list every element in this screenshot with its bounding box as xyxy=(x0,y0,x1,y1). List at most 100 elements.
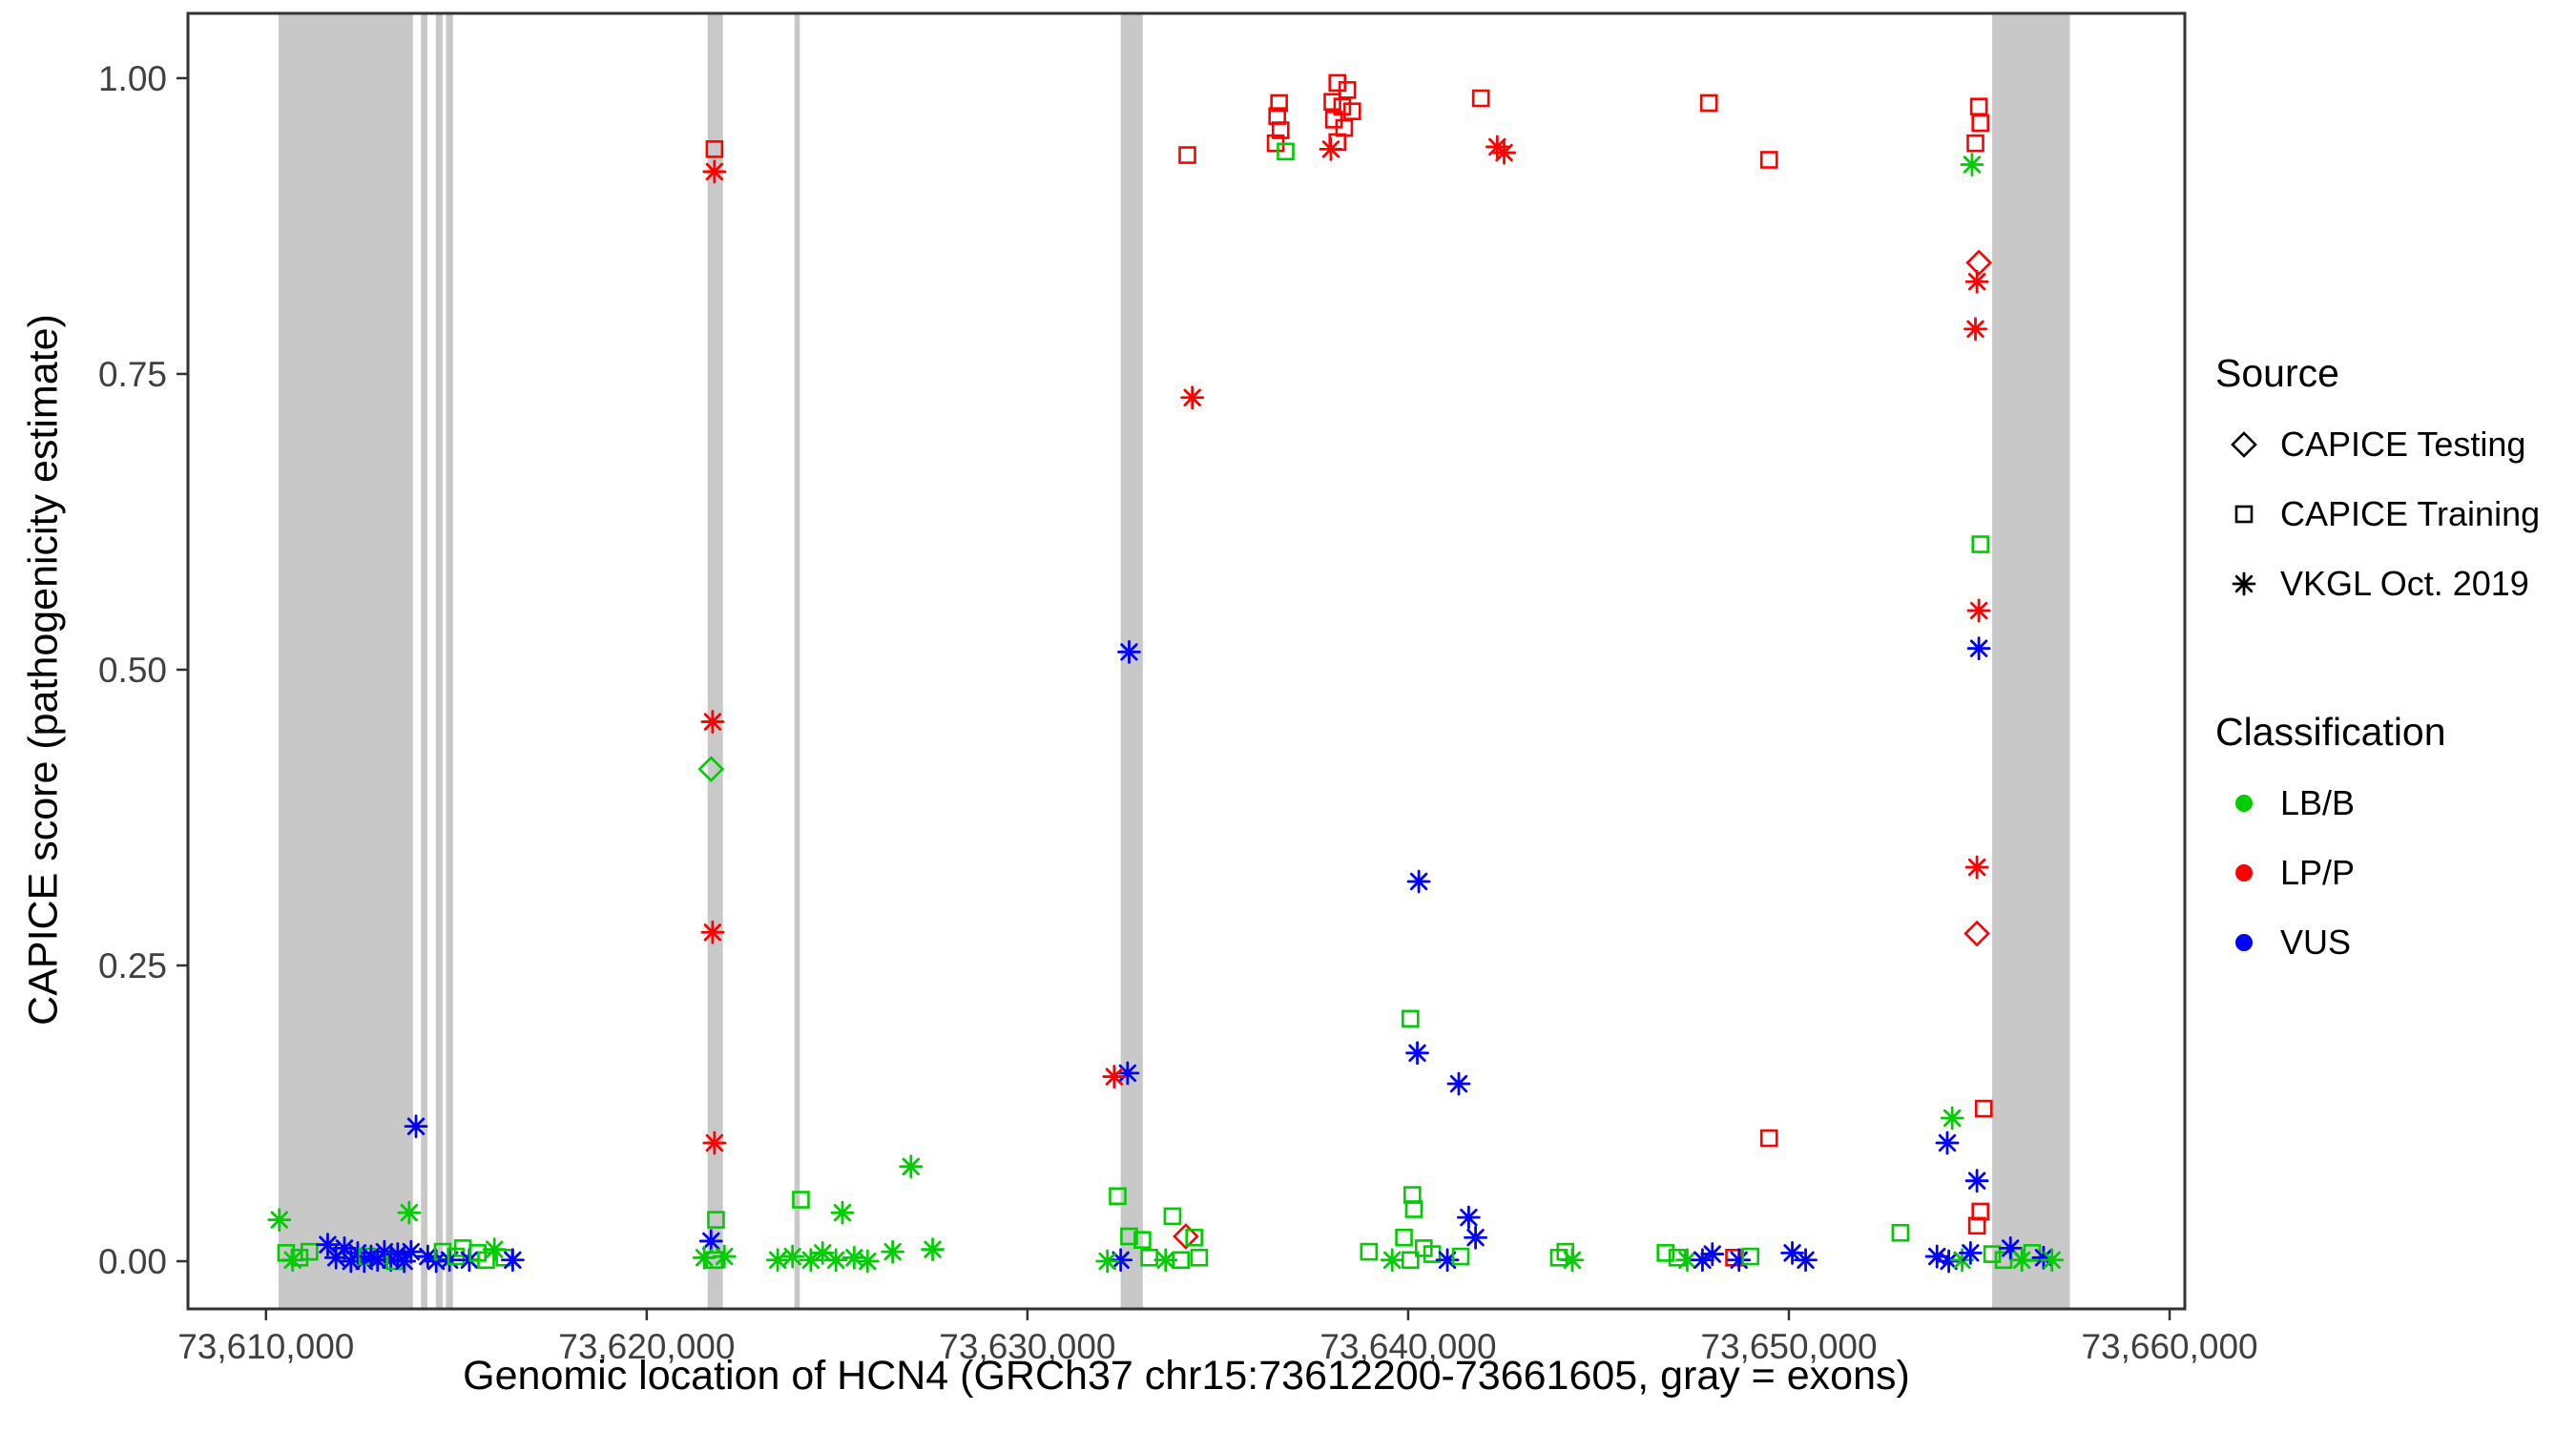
legend-item-lp-p: LP/P xyxy=(2210,838,2572,907)
data-point xyxy=(392,1249,417,1274)
data-point xyxy=(780,1244,805,1269)
data-point xyxy=(1102,1065,1127,1089)
data-point xyxy=(1270,93,1288,113)
data-point xyxy=(1966,134,1984,153)
y-tick-label: 0.50 xyxy=(98,651,167,690)
legend-item-label: LB/B xyxy=(2280,782,2356,822)
data-point xyxy=(424,1249,448,1274)
data-point xyxy=(1405,1041,1429,1066)
data-point xyxy=(1560,1248,1585,1273)
diamond-icon xyxy=(2231,430,2257,458)
data-point xyxy=(1969,97,1988,116)
y-tick-label: 1.00 xyxy=(98,59,167,98)
data-point xyxy=(705,140,724,158)
data-point xyxy=(267,1208,292,1233)
data-point xyxy=(2031,1245,2056,1270)
data-point xyxy=(810,1240,835,1265)
data-point xyxy=(1691,1248,1714,1273)
y-tick-label: 0.25 xyxy=(98,946,167,985)
data-point xyxy=(1456,1205,1481,1230)
data-point xyxy=(1891,1223,1910,1242)
data-point xyxy=(1338,81,1357,99)
data-point xyxy=(1727,1248,1752,1273)
data-point xyxy=(1277,142,1295,161)
data-point xyxy=(702,1130,727,1155)
data-point xyxy=(1699,93,1718,113)
data-point xyxy=(1172,1251,1191,1270)
exon-region xyxy=(794,13,800,1309)
data-point xyxy=(399,1239,424,1264)
x-tick-label: 73,640,000 xyxy=(1319,1327,1496,1366)
data-point xyxy=(1185,1228,1203,1247)
data-point xyxy=(899,1154,924,1179)
data-point xyxy=(698,1229,723,1254)
data-point xyxy=(1960,153,1984,176)
data-point xyxy=(921,1237,945,1262)
data-point xyxy=(1958,1240,1983,1265)
data-point xyxy=(1492,140,1516,165)
data-point xyxy=(1178,146,1196,164)
legend-item-vkgl-oct-2019: VKGL Oct. 2019 xyxy=(2210,549,2572,618)
data-point xyxy=(1964,855,1989,880)
data-point xyxy=(765,1248,790,1273)
data-point xyxy=(352,1249,377,1274)
y-tick-label: 0.00 xyxy=(98,1242,167,1281)
exon-region xyxy=(707,13,723,1309)
data-point xyxy=(1153,1248,1178,1273)
data-point xyxy=(1794,1248,1818,1273)
data-point xyxy=(1319,136,1343,161)
data-point xyxy=(1964,269,1989,294)
legend-item-label: CAPICE Testing xyxy=(2280,424,2526,464)
data-point xyxy=(415,1244,440,1269)
data-point xyxy=(830,1200,855,1225)
y-axis-title: CAPICE score (pathogenicity estimate) xyxy=(20,314,67,1026)
data-point xyxy=(1964,1169,1989,1193)
data-point xyxy=(881,1239,905,1264)
legend-item-label: VKGL Oct. 2019 xyxy=(2280,563,2529,603)
data-point xyxy=(290,1249,309,1267)
exon-region xyxy=(446,13,453,1309)
legend-item-label: VUS xyxy=(2280,922,2352,962)
x-tick-label: 73,630,000 xyxy=(939,1327,1115,1366)
data-point xyxy=(823,1248,848,1273)
data-point xyxy=(1180,385,1205,410)
data-point xyxy=(1975,1099,1993,1118)
data-point xyxy=(1163,1207,1182,1226)
data-point xyxy=(1115,1061,1140,1086)
data-point xyxy=(1656,1244,1675,1262)
legend-item-vus: VUS xyxy=(2210,907,2572,977)
data-point xyxy=(1471,89,1490,108)
data-point xyxy=(692,1245,717,1270)
data-point xyxy=(1133,1231,1152,1250)
data-point xyxy=(712,1244,737,1269)
data-point xyxy=(482,1237,507,1262)
data-point xyxy=(1971,114,1990,133)
legend-item-label: CAPICE Training xyxy=(2280,493,2541,533)
data-point xyxy=(1109,1248,1133,1273)
data-point xyxy=(1380,1248,1404,1273)
data-point xyxy=(1963,317,1987,342)
data-point xyxy=(1967,1216,1986,1235)
exon-region xyxy=(278,13,413,1309)
data-point xyxy=(1323,93,1341,112)
data-point xyxy=(500,1248,525,1273)
data-point xyxy=(1966,598,1991,623)
data-point xyxy=(316,1233,340,1257)
data-point xyxy=(1117,639,1141,664)
data-point xyxy=(799,1248,823,1273)
data-point xyxy=(1360,1242,1379,1261)
data-point xyxy=(841,1245,866,1270)
x-tick-label: 73,610,000 xyxy=(177,1327,354,1366)
data-point xyxy=(792,1191,810,1209)
data-point xyxy=(300,1242,319,1261)
data-point xyxy=(1998,1235,2023,1260)
x-axis-title: Genomic location of HCN4 (GRCh37 chr15:7… xyxy=(463,1353,1910,1399)
data-point xyxy=(1095,1249,1120,1274)
data-point xyxy=(1963,920,1990,947)
data-point xyxy=(1395,1228,1413,1247)
data-point xyxy=(1924,1244,1949,1269)
legend-item-capice-testing: CAPICE Testing xyxy=(2210,409,2572,479)
panel-border xyxy=(186,11,2187,1311)
circle-icon xyxy=(2235,863,2253,881)
